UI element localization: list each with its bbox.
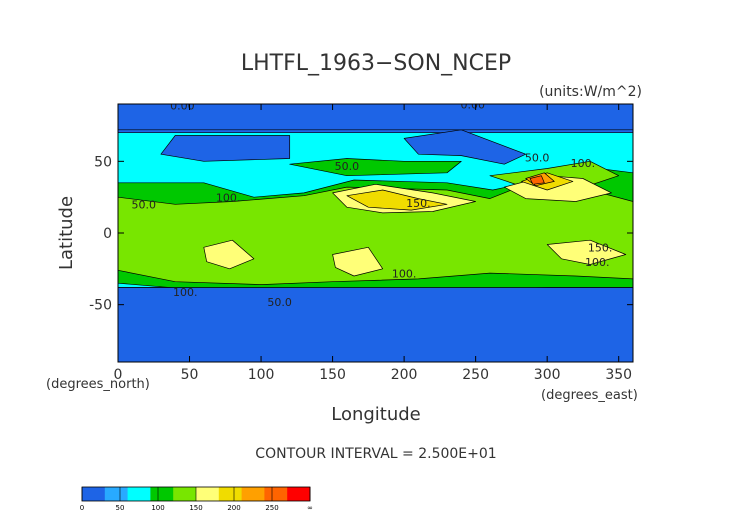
y-tick-label-1: 0 [103,226,112,242]
colorbar-swatch-3 [150,487,174,501]
colorbar-label-3: 150 [189,504,202,512]
contour-label-3: 100. [571,157,596,170]
contour-region-20 [118,104,633,131]
x-tick-label-7: 350 [605,367,632,383]
contour-label-2: 50.0 [335,160,360,173]
x-tick-label-3: 150 [319,367,346,383]
contour-label-0: 0.00 [170,100,195,113]
x-tick-label-4: 200 [391,367,418,383]
contour-label-5: 100. [216,191,241,204]
x-axis-ticks: 0 50 100 150 200 250 300 350 [114,104,632,383]
contour-region-19 [118,287,633,362]
x-tick-label-5: 250 [462,367,489,383]
colorbar-label-2: 100 [151,504,164,512]
colorbar-swatch-5 [196,487,220,501]
contour-label-10: 100. [392,267,417,280]
y-axis-label: Latitude [56,196,77,270]
colorbar-label-0: 0 [80,504,84,512]
contour-region-18 [529,175,545,185]
contour-region-15 [346,189,448,211]
contour-label-4: 50.0 [525,151,550,164]
colorbar-swatch-4 [173,487,197,501]
colorbar-swatch-6 [218,487,243,501]
contour-label-6: 150. [406,197,431,210]
y-unit-label: (degrees_north) [46,377,150,392]
colorbar-label-6: ∞ [307,504,313,512]
units-label: (units:W/m^2) [539,84,642,100]
x-tick-label-6: 300 [534,367,561,383]
contour-label-9: 100. [585,256,610,269]
colorbar-label-4: 200 [227,504,240,512]
contour-region-11 [203,239,255,270]
x-tick-label-2: 100 [248,367,275,383]
x-unit-label: (degrees_east) [541,388,638,403]
colorbar-swatch-2 [127,487,151,501]
contour-label-8: 150. [588,242,613,255]
x-tick-label-1: 50 [181,367,199,383]
x-tick-label-0: 0 [114,367,123,383]
contour-label-7: 50.0 [132,199,157,212]
contour-label-11: 100. [173,286,198,299]
y-tick-label-0: -50 [89,298,112,314]
contour-label-12: 50.0 [267,296,292,309]
y-tick-label-2: 50 [94,154,112,170]
contour-region-7 [289,158,462,177]
contour-region-12 [332,246,384,277]
colorbar-swatch-9 [287,487,311,501]
colorbar-swatch-7 [241,487,265,501]
contour-fill-regions [118,104,633,362]
colorbar-label-1: 50 [116,504,125,512]
contour-label-1: 0.00 [461,98,486,111]
x-axis-label: Longitude [331,404,421,425]
colorbar-swatch-8 [264,487,288,501]
colorbar-label-5: 250 [265,504,278,512]
colorbar-swatch-0 [82,487,106,501]
y-axis-ticks: -50 0 50 [89,154,633,314]
chart-title: LHTFL_1963−SON_NCEP [241,51,511,76]
contour-region-13 [546,239,627,265]
contour-region-1 [160,135,291,162]
colorbar: 0 50 100 150 200 250 ∞ [80,486,313,512]
colorbar-swatch-1 [104,487,129,501]
contour-interval-text: CONTOUR INTERVAL = 2.500E+01 [255,446,496,462]
